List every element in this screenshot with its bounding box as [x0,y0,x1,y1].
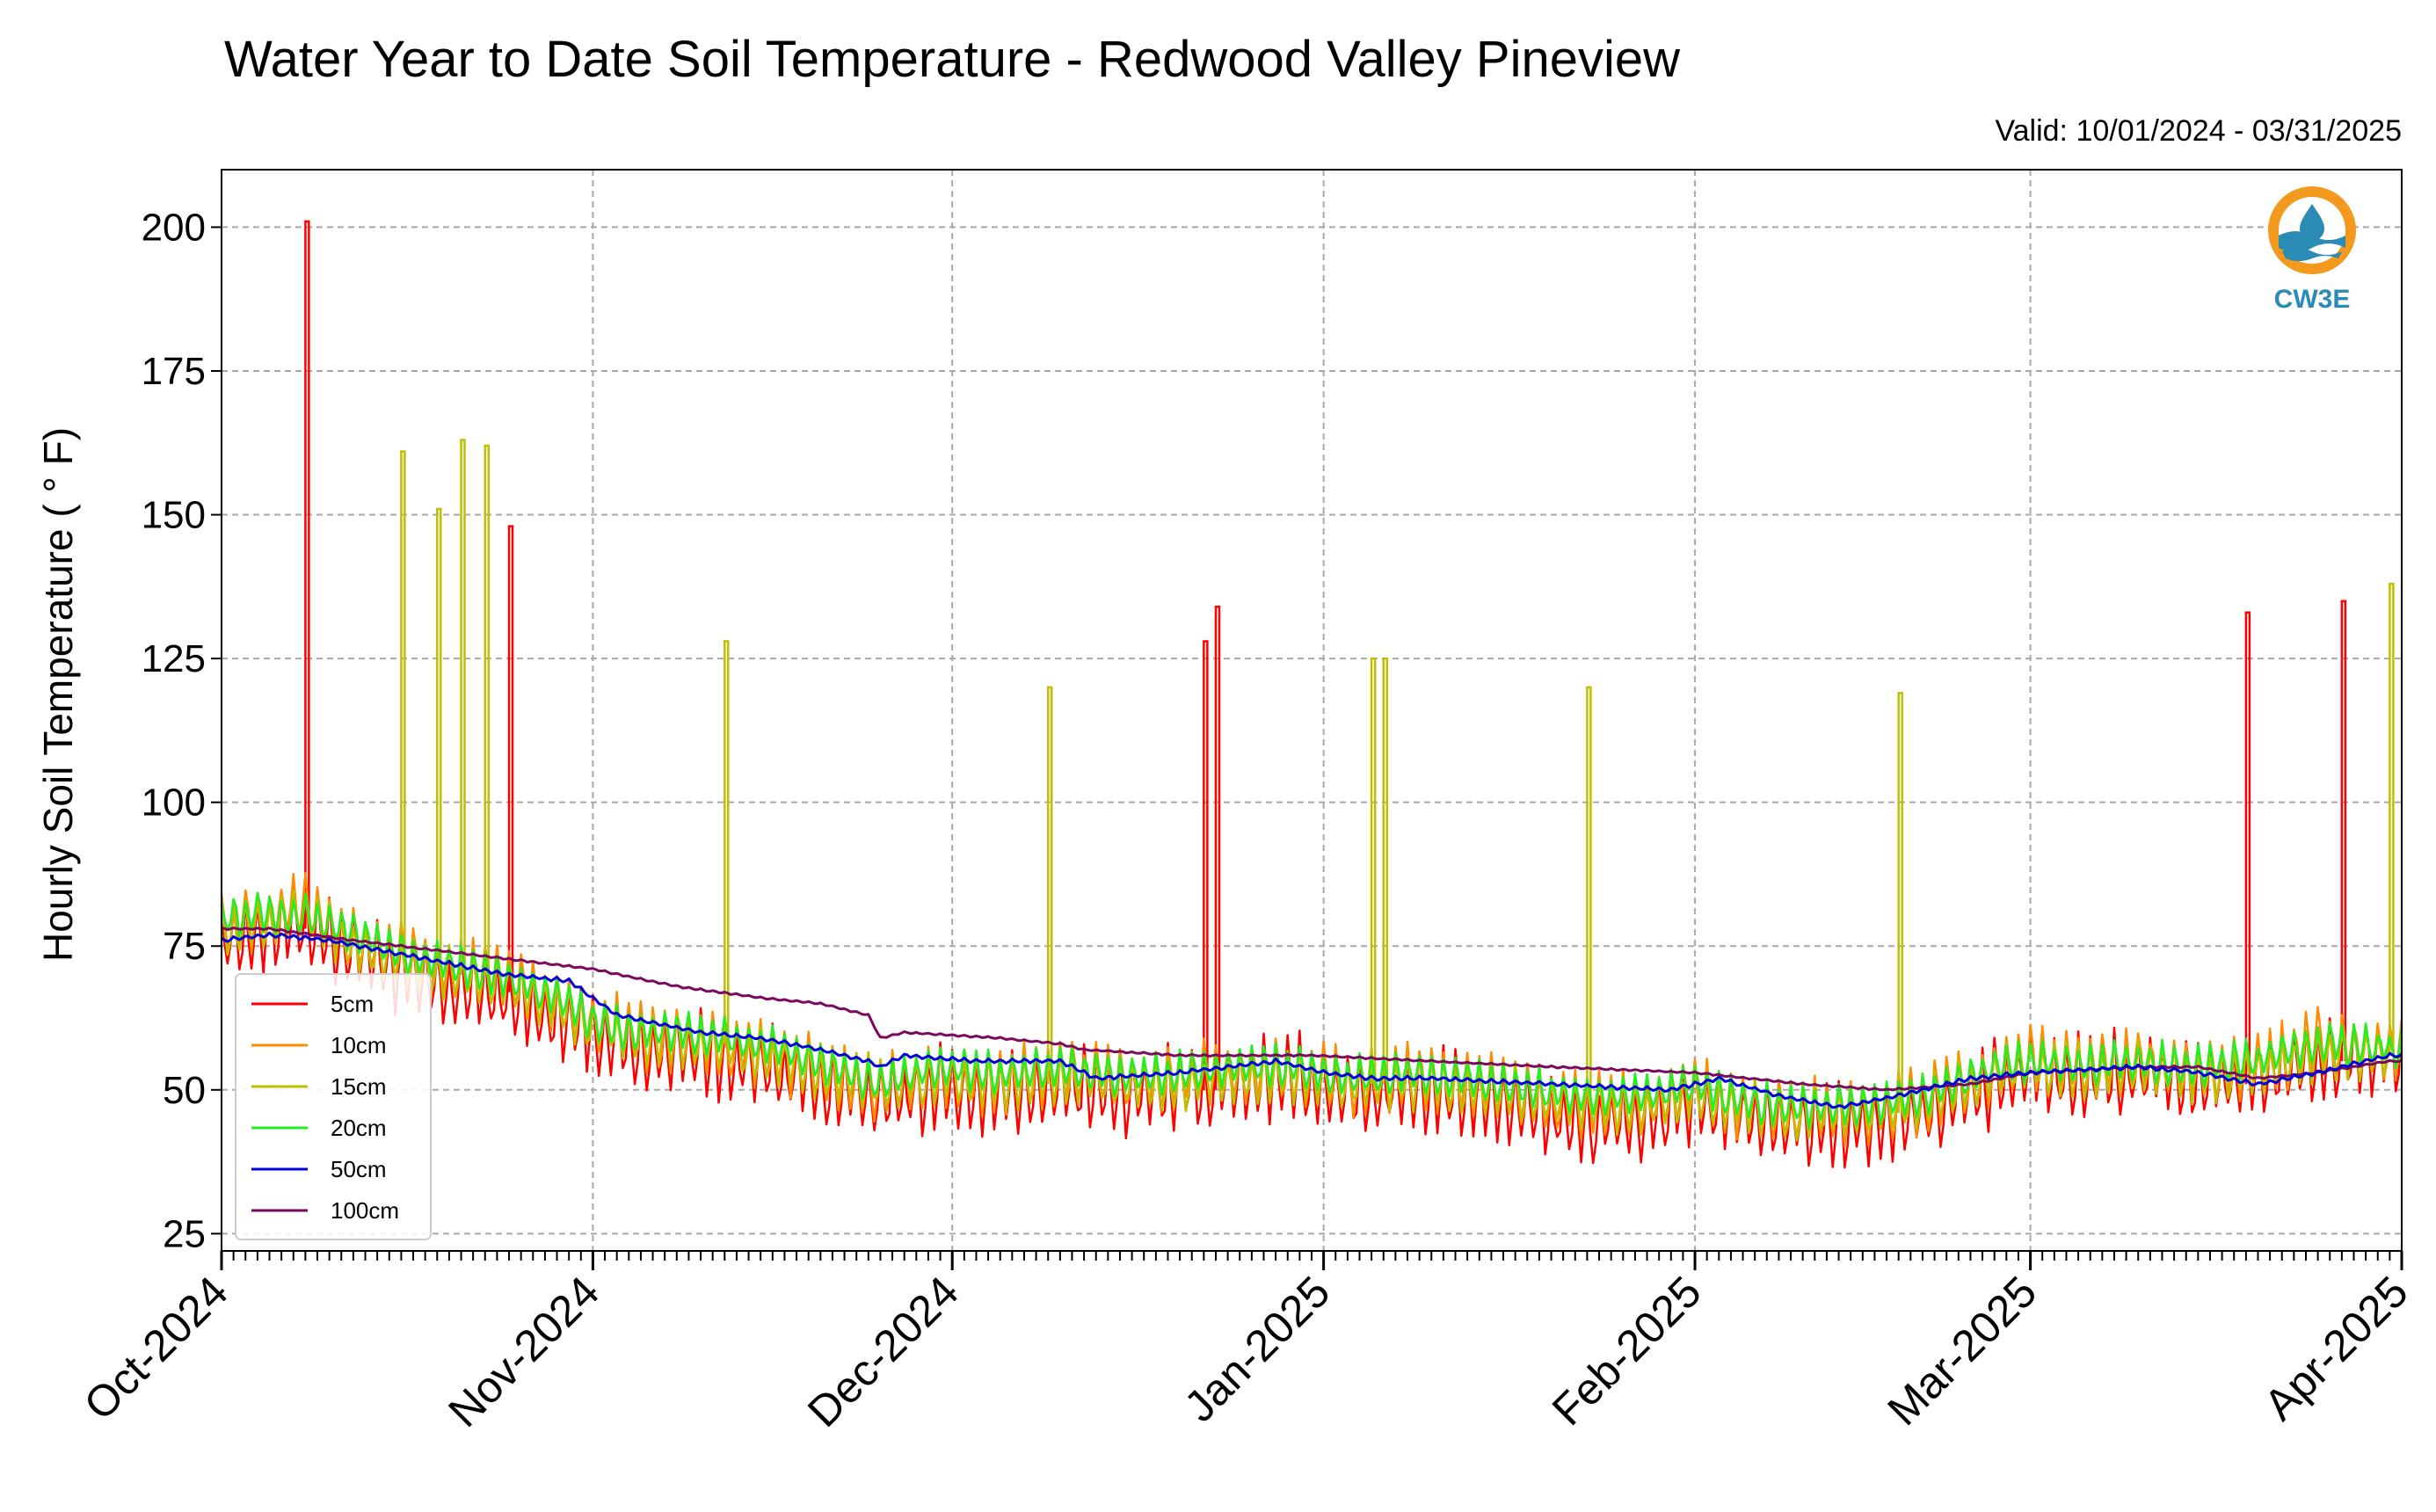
y-tick-label: 25 [163,1212,206,1255]
y-tick-label: 125 [142,637,206,680]
series-spike-15cm [1382,657,1389,1085]
cw3e-logo: CW3E [2268,186,2356,314]
series-spike-15cm [460,439,466,975]
x-tick-label: Dec-2024 [798,1267,968,1436]
series-spike-15cm [1897,692,1903,1113]
x-tick-label: Feb-2025 [1543,1267,1711,1435]
y-tick-label: 100 [142,781,206,825]
series-line-5cm [220,887,2403,1169]
valid-date-range: Valid: 10/01/2024 - 03/31/2025 [1995,114,2402,148]
series-spike-5cm [1203,640,1209,1090]
series-spike-5cm [2340,600,2347,1062]
legend-label-5cm: 5cm [331,991,374,1017]
x-tick-label: Mar-2025 [1878,1267,2046,1435]
logo-water-wave-icon [2279,231,2345,252]
y-tick-label: 150 [142,494,206,537]
x-tick-label: Nov-2024 [439,1267,608,1436]
legend-label-10cm: 10cm [331,1032,387,1058]
series-spike-15cm [484,444,491,975]
y-tick-label: 200 [142,206,206,249]
series-spike-5cm [2244,611,2251,1085]
y-tick-label: 50 [163,1069,206,1112]
series-spike-15cm [436,507,442,963]
logo-drop-icon [2300,204,2324,241]
legend-label-100cm: 100cm [331,1197,399,1224]
x-tick-label: Apr-2025 [2255,1267,2418,1429]
series-spike-15cm [1370,657,1377,1085]
logo-text: CW3E [2274,285,2351,314]
y-tick-label: 75 [163,925,206,968]
legend-label-15cm: 15cm [331,1073,387,1100]
series-line-50cm [221,931,2403,1109]
legend-box [235,973,432,1240]
series-spike-5cm [304,220,310,929]
logo-water-wave-icon-2 [2282,248,2342,261]
series-spike-15cm [2389,582,2395,1056]
x-tick-label: Jan-2025 [1174,1267,1339,1431]
chart-title: Water Year to Date Soil Temperature - Re… [224,31,1681,88]
legend: 5cm 10cm 15cm 20cm 50cm 100cm [235,973,432,1240]
series-spike-15cm [400,450,406,947]
series-spike-15cm [724,640,730,1044]
plot-series [220,220,2403,1169]
y-tick-label: 175 [142,350,206,393]
series-spike-5cm [1214,605,1221,1090]
legend-label-20cm: 20cm [331,1115,387,1141]
legend-label-50cm: 50cm [331,1156,387,1182]
series-line-20cm [220,891,2403,1130]
x-tick-label: Oct-2024 [75,1267,237,1429]
series-spike-15cm [1586,686,1592,1096]
series-spike-15cm [1046,686,1053,1085]
axes: 25 50 75 100 125 150 175 200 Oct-2024 Nov-2024 Dec… [75,206,2418,1436]
series-spike-5cm [507,525,514,992]
y-axis-label: Hourly Soil Temperature ( ° F) [35,427,81,962]
